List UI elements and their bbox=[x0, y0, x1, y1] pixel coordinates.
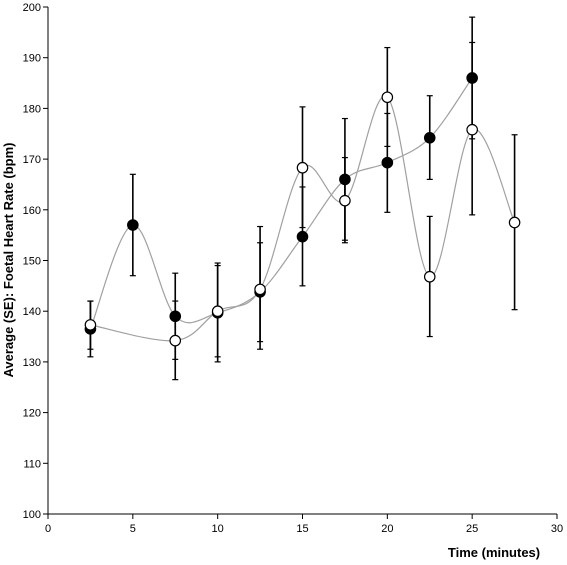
x-tick-label: 30 bbox=[551, 523, 563, 535]
y-tick-label: 200 bbox=[23, 2, 41, 14]
open-point bbox=[169, 334, 182, 347]
y-tick-label: 160 bbox=[23, 205, 41, 217]
x-tick-label: 15 bbox=[296, 523, 308, 535]
filled-point bbox=[381, 156, 394, 169]
open-point bbox=[466, 123, 478, 136]
y-tick-label: 190 bbox=[23, 53, 41, 65]
y-tick-label: 130 bbox=[23, 357, 41, 369]
open-point bbox=[339, 194, 351, 207]
y-tick-label: 170 bbox=[23, 154, 41, 166]
y-tick-label: 180 bbox=[23, 103, 41, 115]
x-ticks: 0 5 10 15 20 25 30 bbox=[45, 514, 563, 535]
y-tick-label: 150 bbox=[23, 256, 41, 268]
open-point bbox=[84, 319, 97, 331]
series-1-line bbox=[89, 77, 473, 330]
x-tick-label: 25 bbox=[466, 523, 478, 535]
open-point bbox=[423, 270, 436, 283]
open-point bbox=[508, 216, 521, 229]
filled-point bbox=[466, 72, 478, 84]
y-tick-label: 140 bbox=[23, 306, 41, 318]
x-axis-title: Time (minutes) bbox=[448, 545, 540, 560]
filled-point bbox=[127, 219, 139, 231]
filled-point bbox=[423, 132, 436, 144]
data-markers bbox=[84, 72, 521, 347]
open-point bbox=[381, 91, 394, 104]
y-axis-title: Average (SE): Foetal Heart Rate (bpm) bbox=[1, 142, 16, 377]
x-tick-label: 5 bbox=[130, 523, 136, 535]
filled-point bbox=[296, 230, 309, 243]
x-tick-label: 10 bbox=[212, 523, 224, 535]
open-point bbox=[211, 305, 224, 317]
x-tick-label: 0 bbox=[45, 523, 51, 535]
filled-point bbox=[169, 310, 182, 323]
y-tick-label: 100 bbox=[23, 509, 41, 521]
open-point bbox=[254, 283, 266, 296]
filled-point bbox=[339, 173, 351, 186]
y-ticks: 100 110 120 130 140 150 160 170 180 190 200 bbox=[23, 2, 48, 521]
y-tick-label: 110 bbox=[23, 458, 41, 470]
y-tick-label: 120 bbox=[23, 408, 41, 420]
x-tick-label: 20 bbox=[381, 523, 393, 535]
open-point bbox=[296, 161, 309, 174]
